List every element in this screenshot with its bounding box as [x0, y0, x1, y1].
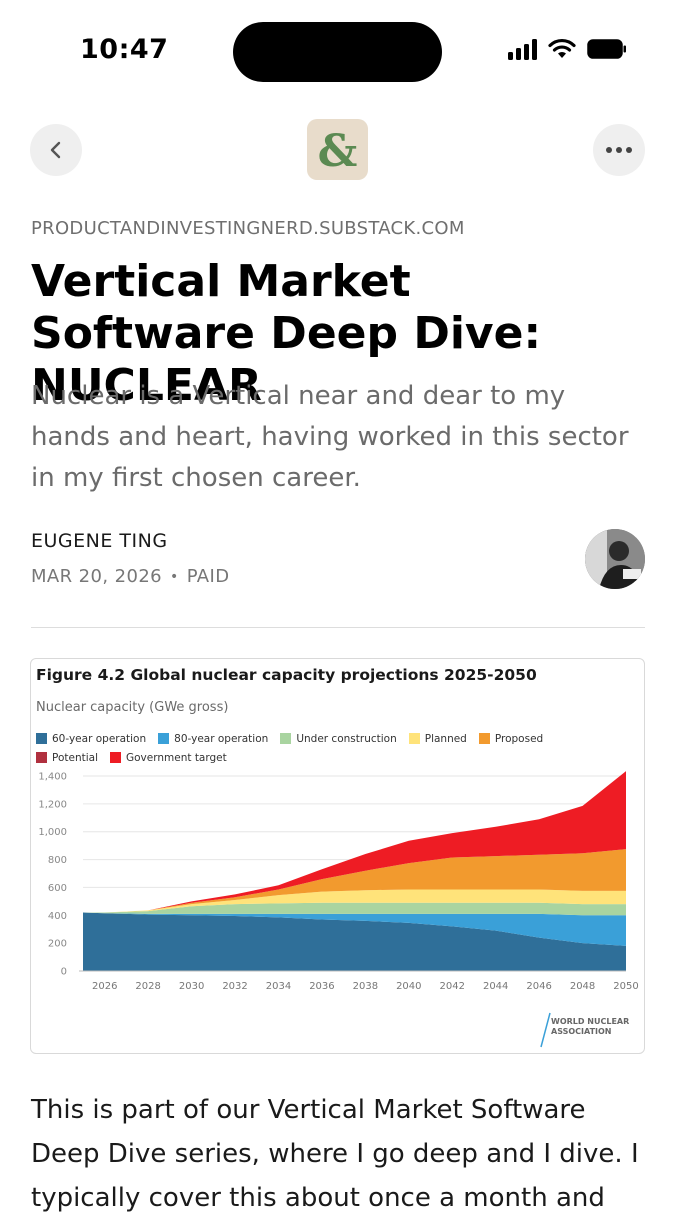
- legend-swatch: [36, 752, 47, 763]
- cellular-signal-icon: [508, 38, 537, 60]
- legend-item: Proposed: [478, 732, 544, 745]
- x-tick-label: 2036: [309, 981, 334, 992]
- x-tick-label: 2046: [526, 981, 551, 992]
- legend-item: 60-year operation: [36, 733, 146, 745]
- legend-label: 80-year operation: [174, 732, 269, 745]
- series-area: [83, 849, 626, 913]
- y-tick-label: 0: [61, 967, 67, 978]
- chart-y-axis-label: Nuclear capacity (GWe gross): [36, 700, 229, 715]
- figure-image[interactable]: Figure 4.2 Global nuclear capacity proje…: [30, 658, 645, 1054]
- wifi-icon: [548, 38, 576, 58]
- x-tick-label: 2028: [135, 981, 160, 992]
- legend-item: 80-year operation: [158, 733, 268, 745]
- legend-label: Potential: [52, 751, 98, 764]
- legend-swatch: [158, 733, 170, 744]
- legend-label: Planned: [424, 732, 467, 745]
- legend-label: Proposed: [494, 732, 544, 745]
- meta-separator: •: [170, 568, 179, 585]
- y-tick-label: 600: [48, 883, 67, 894]
- x-tick-label: 2038: [353, 981, 378, 992]
- article-subtitle: Nuclear is a Vertical near and dear to m…: [31, 381, 629, 493]
- svg-text:&: &: [318, 126, 358, 177]
- y-tick-label: 1,400: [38, 772, 67, 783]
- x-tick-label: 2026: [92, 981, 117, 992]
- dynamic-island: [233, 22, 442, 82]
- more-options-button[interactable]: [593, 124, 645, 176]
- y-tick-label: 200: [48, 939, 67, 950]
- legend-swatch: [280, 733, 292, 744]
- article-body-paragraph: This is part of our Vertical Market Soft…: [31, 1095, 639, 1213]
- access-badge: PAID: [186, 566, 230, 587]
- author-name[interactable]: EUGENE TING: [31, 530, 168, 552]
- legend-label: 60-year operation: [52, 732, 147, 745]
- legend-swatch: [478, 733, 490, 744]
- y-tick-label: 400: [48, 911, 67, 922]
- publication-logo[interactable]: &: [307, 119, 368, 180]
- x-tick-label: 2030: [179, 981, 204, 992]
- x-tick-label: 2034: [266, 981, 291, 992]
- x-tick-label: 2042: [440, 981, 465, 992]
- chart-legend: 60-year operation 80-year operation Under …: [36, 729, 636, 767]
- legend-item: Government target: [110, 752, 227, 764]
- header-divider: [31, 627, 645, 628]
- series-area: [83, 889, 626, 913]
- system-icons: [508, 38, 627, 60]
- top-nav: &: [0, 118, 675, 182]
- series-area: [83, 771, 626, 913]
- y-tick-label: 800: [48, 855, 67, 866]
- legend-item: Under construction: [280, 732, 397, 745]
- svg-text:ASSOCIATION: ASSOCIATION: [551, 1027, 612, 1036]
- legend-label: Government target: [126, 751, 227, 764]
- legend-swatch: [36, 733, 47, 744]
- x-tick-label: 2050: [613, 981, 638, 992]
- x-tick-label: 2040: [396, 981, 421, 992]
- series-area: [83, 912, 626, 946]
- status-time: 10:47: [80, 34, 169, 65]
- legend-item: Potential: [36, 752, 98, 764]
- publish-date: MAR 20, 2026: [31, 566, 163, 587]
- battery-icon: [587, 39, 626, 59]
- chart-title: Figure 4.2 Global nuclear capacity proje…: [36, 666, 537, 684]
- chevron-left-icon: [50, 141, 61, 159]
- more-horizontal-icon: [606, 147, 632, 153]
- y-tick-label: 1,000: [38, 827, 67, 838]
- ampersand-logo-icon: &: [318, 126, 358, 177]
- svg-text:WORLD NUCLEAR: WORLD NUCLEAR: [551, 1017, 629, 1026]
- legend-row: 60-year operation 80-year operation Under …: [36, 729, 636, 748]
- series-area: [83, 902, 626, 916]
- chart-plot: 0 200 400 600 800 1,000 1,200 1,400 2026 2028 2030…: [38, 771, 639, 992]
- x-tick-label: 2044: [483, 981, 508, 992]
- article-title: Vertical Market Software Deep Dive: NUCL…: [31, 256, 542, 411]
- legend-item: Planned: [408, 732, 467, 745]
- article-meta: MAR 20, 2026 • PAID: [31, 566, 230, 587]
- legend-row: Potential Government target: [36, 748, 636, 767]
- status-bar: 10:47: [0, 0, 675, 100]
- y-tick-label: 1,200: [38, 799, 67, 810]
- x-tick-label: 2032: [222, 981, 247, 992]
- x-tick-label: 2048: [570, 981, 595, 992]
- legend-swatch: [110, 752, 121, 763]
- back-button[interactable]: [30, 124, 82, 176]
- legend-swatch: [408, 733, 420, 744]
- series-area: [83, 912, 626, 971]
- author-avatar[interactable]: [585, 529, 645, 589]
- legend-label: Under construction: [296, 732, 397, 745]
- publication-domain[interactable]: PRODUCTANDINVESTINGNERD.SUBSTACK.COM: [31, 218, 465, 239]
- world-nuclear-association-logo: WORLD NUCLEAR ASSOCIATION: [540, 1012, 629, 1048]
